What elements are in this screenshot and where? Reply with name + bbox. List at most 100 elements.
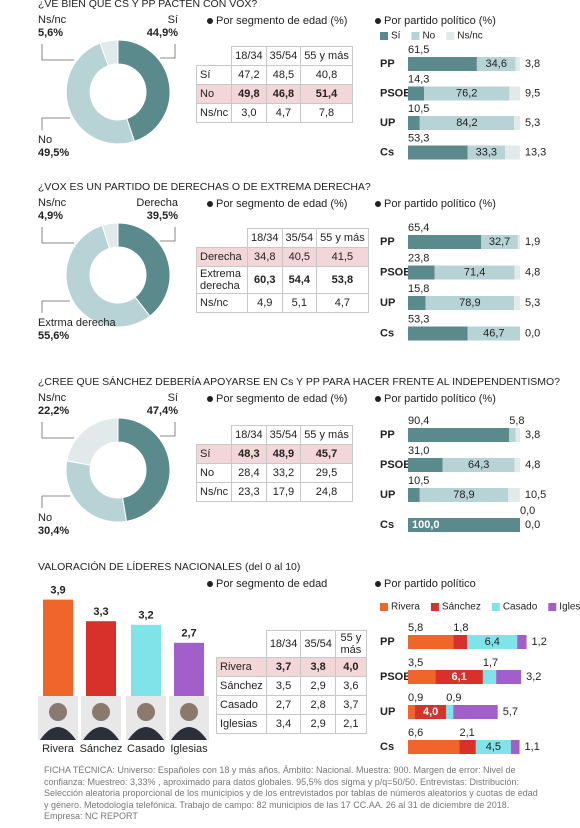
column-header: 18/34	[247, 228, 283, 248]
methodology: FICHA TÉCNICA: Universo: Españoles con 1…	[44, 765, 538, 810]
table-cell: 3,8	[300, 657, 336, 677]
row-label: Casado	[216, 695, 267, 715]
party-label: UP	[380, 489, 395, 501]
footer: FICHA TÉCNICA: Universo: Españoles con 1…	[44, 765, 544, 823]
table-row: No 28,4 33,2 29,5	[195, 463, 353, 483]
bullet	[375, 581, 381, 587]
donut-value: 49,5%	[38, 147, 69, 159]
table-row: Derecha 34,8 40,5 41,5	[196, 247, 369, 267]
table-row: Ns/nc 3,0 4,7 7,8	[195, 103, 353, 123]
value-label: 32,7	[489, 236, 510, 248]
value-label: 3,2	[526, 671, 541, 683]
row-label: No	[195, 84, 233, 104]
party-label: Cs	[380, 146, 394, 158]
value-label: 5,8	[408, 622, 423, 634]
bar-segment	[515, 57, 520, 71]
bullet	[207, 396, 213, 402]
row-label: Derecha	[196, 247, 248, 267]
bar-segment	[408, 428, 510, 442]
section-title: ¿VE BIEN QUE CS Y PP PACTEN CON VOX?	[38, 0, 257, 10]
value-label: 71,4	[464, 266, 485, 278]
value-label: 78,9	[459, 297, 480, 309]
table-row: Ns/nc 4,9 5,1 4,7	[196, 293, 369, 313]
table-cell: 24,8	[300, 482, 353, 502]
legend-label: No	[422, 31, 435, 42]
donut-value: 55,6%	[38, 330, 69, 342]
value-label: 3,8	[525, 429, 540, 441]
value-label: 0,0	[525, 519, 540, 531]
donut-label: No	[38, 134, 52, 146]
column-header: 18/34	[231, 425, 267, 445]
value-label: 31,0	[408, 445, 429, 457]
table-cell: 48,3	[231, 444, 267, 464]
value-label: 5,8	[509, 415, 524, 427]
value-label: 78,9	[453, 489, 474, 501]
age-title: Por segmento de edad (%)	[216, 393, 347, 405]
legend-label: Iglesias	[559, 602, 580, 613]
table-cell: 7,8	[300, 103, 353, 123]
party-label: PSOE	[380, 266, 411, 278]
bullet	[375, 18, 381, 24]
value-label: 6,1	[451, 671, 466, 683]
table-cell: 3,7	[334, 695, 367, 715]
bar-segment	[408, 488, 420, 502]
donut-segment	[117, 417, 171, 522]
party-label: PSOE	[380, 459, 411, 471]
leader-value: 2,7	[181, 628, 196, 640]
bar-segment	[453, 635, 468, 649]
bar-segment	[424, 86, 510, 101]
value-label: 1,2	[532, 636, 547, 648]
leader-line	[41, 422, 74, 439]
bar-segment	[408, 265, 435, 280]
table-row: Casado 2,7 2,8 3,7	[216, 695, 367, 715]
bullet	[207, 18, 213, 24]
leader-line	[41, 227, 74, 244]
table-cell: 3,5	[265, 676, 302, 696]
table-cell: 3,6	[334, 676, 367, 696]
donut-label: Extrma derecha	[38, 317, 117, 329]
table-cell: 33,2	[265, 463, 302, 483]
age-table: 18/34 35/54 55 y más Derecha 34,8 40,5 41,5 Ext…	[196, 228, 369, 313]
leader-line	[41, 44, 74, 61]
value-label: 53,3	[408, 132, 429, 144]
leader-photo	[81, 696, 121, 740]
photo-body	[128, 727, 164, 740]
bar-segment	[446, 705, 454, 719]
row-label: Sánchez	[216, 676, 267, 696]
bullet	[375, 201, 381, 207]
party-label: PP	[380, 236, 395, 248]
photo-body	[171, 727, 207, 740]
bullet	[207, 201, 213, 207]
table-cell: 2,9	[300, 676, 336, 696]
leader-line	[160, 44, 176, 59]
donut-value: 44,9%	[147, 27, 178, 39]
age-table: 18/34 35/54 55 y más Sí 48,3 48,9 45,7 No 28,4 33…	[195, 425, 353, 502]
row-label: Extrema derecha	[196, 266, 248, 294]
bar-segment	[408, 145, 468, 160]
bar-segment	[482, 670, 497, 684]
leader-line	[41, 495, 70, 508]
bar-segment	[496, 670, 522, 684]
value-label: 4,0	[423, 706, 438, 718]
bar-segment	[481, 235, 518, 249]
party-title: Por partido político (%)	[384, 15, 496, 27]
donut-value: 47,4%	[147, 405, 178, 417]
donut-value: 22,2%	[38, 405, 69, 417]
donut-segment	[99, 39, 119, 67]
value-label: 10,5	[408, 103, 429, 115]
party-label: PSOE	[380, 87, 411, 99]
value-label: 0,9	[408, 692, 423, 704]
bar-segment	[419, 488, 509, 502]
value-label: 13,3	[525, 146, 546, 158]
leader-name: Sánchez	[80, 743, 123, 755]
row-label: Ns/nc	[195, 482, 233, 502]
table-cell: 34,8	[247, 247, 283, 267]
party-title: Por partido político	[384, 578, 476, 590]
value-label: 10,5	[408, 475, 429, 487]
value-label: 0,0	[525, 327, 540, 339]
bullet	[375, 396, 381, 402]
bar-segment	[509, 86, 520, 101]
value-label: 4,8	[525, 266, 540, 278]
column-header: 35/54	[265, 46, 302, 66]
